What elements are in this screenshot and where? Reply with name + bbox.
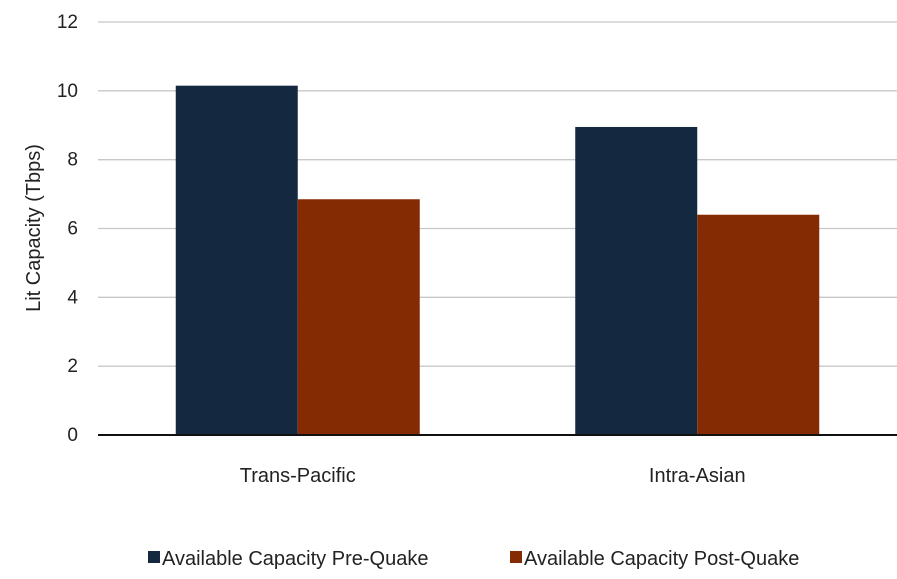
y-tick-label: 8 [67,150,78,171]
bars [175,85,820,436]
bar-post-quake-0 [297,199,420,435]
legend: Available Capacity Pre-Quake Available Ca… [148,548,799,570]
bar-post-quake-1 [697,214,820,435]
legend-label: Available Capacity Pre-Quake [162,548,428,570]
bar-pre-quake-0 [175,85,298,435]
y-tick-label: 10 [57,81,78,102]
legend-label: Available Capacity Post-Quake [524,548,799,570]
x-category-label: Intra-Asian [649,465,746,487]
y-tick-label: 2 [67,356,78,377]
y-tick-label: 0 [67,425,78,446]
legend-swatch [148,551,160,563]
y-tick-label: 6 [67,219,78,240]
bar-pre-quake-1 [575,126,698,436]
y-tick-label: 4 [67,287,78,308]
axes: 0 2 4 6 8 10 12 Trans-Pacific Intra-Asian [57,12,897,487]
legend-swatch [510,551,522,563]
y-axis-title: Lit Capacity (Tbps) [23,144,45,312]
y-tick-label: 12 [57,12,78,33]
x-category-label: Trans-Pacific [240,465,356,487]
